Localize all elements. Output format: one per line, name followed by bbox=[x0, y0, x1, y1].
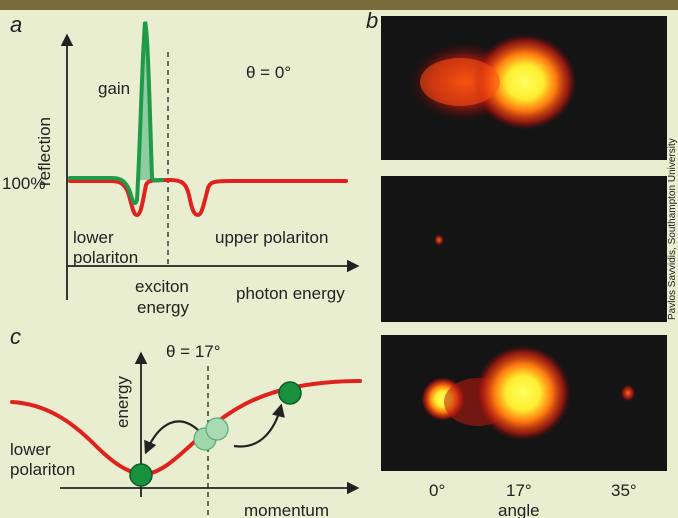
angle-tick-35: 35° bbox=[611, 481, 637, 500]
idler-polariton-ball bbox=[278, 381, 302, 405]
photo-credit: Pavlos Savvidis, Southampton University bbox=[667, 138, 678, 320]
theta-17-label: θ = 17° bbox=[166, 342, 221, 361]
pump-polariton-ball bbox=[205, 417, 229, 441]
momentum-label: momentum bbox=[244, 501, 329, 518]
reflection-100-label: 100% bbox=[2, 174, 45, 193]
signal-polariton-ball bbox=[129, 463, 153, 487]
top-bar bbox=[0, 0, 678, 10]
exciton-energy-line2: energy bbox=[137, 298, 189, 317]
scatter-arrow-down bbox=[144, 420, 199, 455]
emission-image-top bbox=[381, 16, 667, 160]
upper-polariton-label: upper polariton bbox=[215, 228, 328, 247]
scatter-arrow-up bbox=[233, 403, 285, 448]
gain-curve bbox=[68, 21, 164, 206]
angle-tick-17: 17° bbox=[506, 481, 532, 500]
angle-axis-label: angle bbox=[498, 501, 540, 518]
emission-image-middle bbox=[381, 176, 667, 322]
exciton-energy-line1: exciton bbox=[135, 277, 189, 296]
reflection-curve bbox=[68, 177, 348, 218]
panel-b: b 0° 17° 35° angle Pavlos Savvidis, Sout… bbox=[366, 8, 678, 518]
reflection-axis-label: reflection bbox=[35, 117, 54, 186]
panel-b-letter: b bbox=[366, 8, 378, 33]
lower-polariton-a-line1: lower bbox=[73, 228, 114, 247]
panel-c: c θ = 17° energy lower polariton momentu… bbox=[10, 324, 362, 518]
photon-energy-label: photon energy bbox=[236, 284, 345, 303]
lower-polariton-a-line2: polariton bbox=[73, 248, 138, 267]
angle-tick-0: 0° bbox=[429, 481, 445, 500]
energy-axis-label: energy bbox=[113, 376, 132, 428]
panel-c-letter: c bbox=[10, 324, 21, 349]
gain-label: gain bbox=[98, 79, 130, 98]
panel-a-letter: a bbox=[10, 12, 22, 37]
theta-0-label: θ = 0° bbox=[246, 63, 291, 82]
emission-image-bottom bbox=[381, 335, 667, 471]
panel-a: a reflection 100% gain θ = 0° lower pola… bbox=[2, 12, 360, 317]
lower-polariton-c-line2: polariton bbox=[10, 460, 75, 479]
lower-polariton-c-line1: lower bbox=[10, 440, 51, 459]
